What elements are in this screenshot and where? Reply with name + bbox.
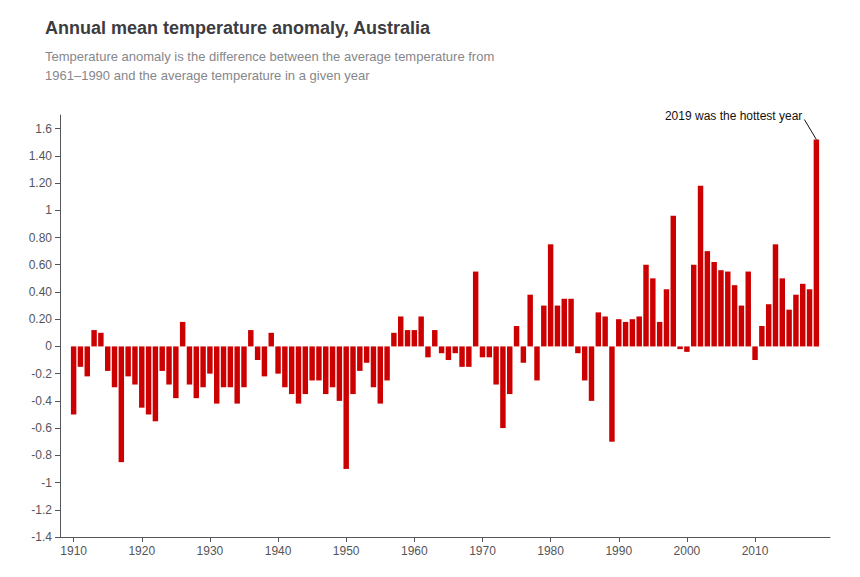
- svg-text:1.20: 1.20: [29, 176, 53, 190]
- svg-text:1930: 1930: [197, 544, 224, 558]
- svg-text:0.80: 0.80: [29, 231, 53, 245]
- svg-text:1990: 1990: [605, 544, 632, 558]
- svg-text:-0.4: -0.4: [31, 394, 52, 408]
- svg-text:1: 1: [45, 203, 52, 217]
- svg-text:1961–1990 and the average temp: 1961–1990 and the average temperature in…: [45, 68, 370, 83]
- svg-text:-0.6: -0.6: [31, 421, 52, 435]
- svg-text:1950: 1950: [333, 544, 360, 558]
- svg-text:1920: 1920: [128, 544, 155, 558]
- svg-text:1910: 1910: [60, 544, 87, 558]
- svg-text:-1.2: -1.2: [31, 503, 52, 517]
- svg-text:1.40: 1.40: [29, 149, 53, 163]
- svg-text:Annual mean temperature anomal: Annual mean temperature anomaly, Austral…: [45, 18, 431, 38]
- svg-text:-0.2: -0.2: [31, 367, 52, 381]
- svg-text:-0.8: -0.8: [31, 448, 52, 462]
- svg-text:1940: 1940: [265, 544, 292, 558]
- svg-text:0.20: 0.20: [29, 312, 53, 326]
- svg-text:1970: 1970: [469, 544, 496, 558]
- svg-text:0.40: 0.40: [29, 285, 53, 299]
- svg-text:2000: 2000: [674, 544, 701, 558]
- svg-text:1980: 1980: [537, 544, 564, 558]
- svg-text:0.60: 0.60: [29, 258, 53, 272]
- svg-text:-1.4: -1.4: [31, 530, 52, 544]
- svg-text:-1: -1: [41, 476, 52, 490]
- svg-text:0: 0: [45, 339, 52, 353]
- svg-text:2019 was the hottest year: 2019 was the hottest year: [665, 109, 802, 123]
- svg-text:1960: 1960: [401, 544, 428, 558]
- svg-text:1.6: 1.6: [35, 122, 52, 136]
- svg-text:2010: 2010: [742, 544, 769, 558]
- svg-text:Temperature anomaly is the dif: Temperature anomaly is the difference be…: [45, 49, 494, 64]
